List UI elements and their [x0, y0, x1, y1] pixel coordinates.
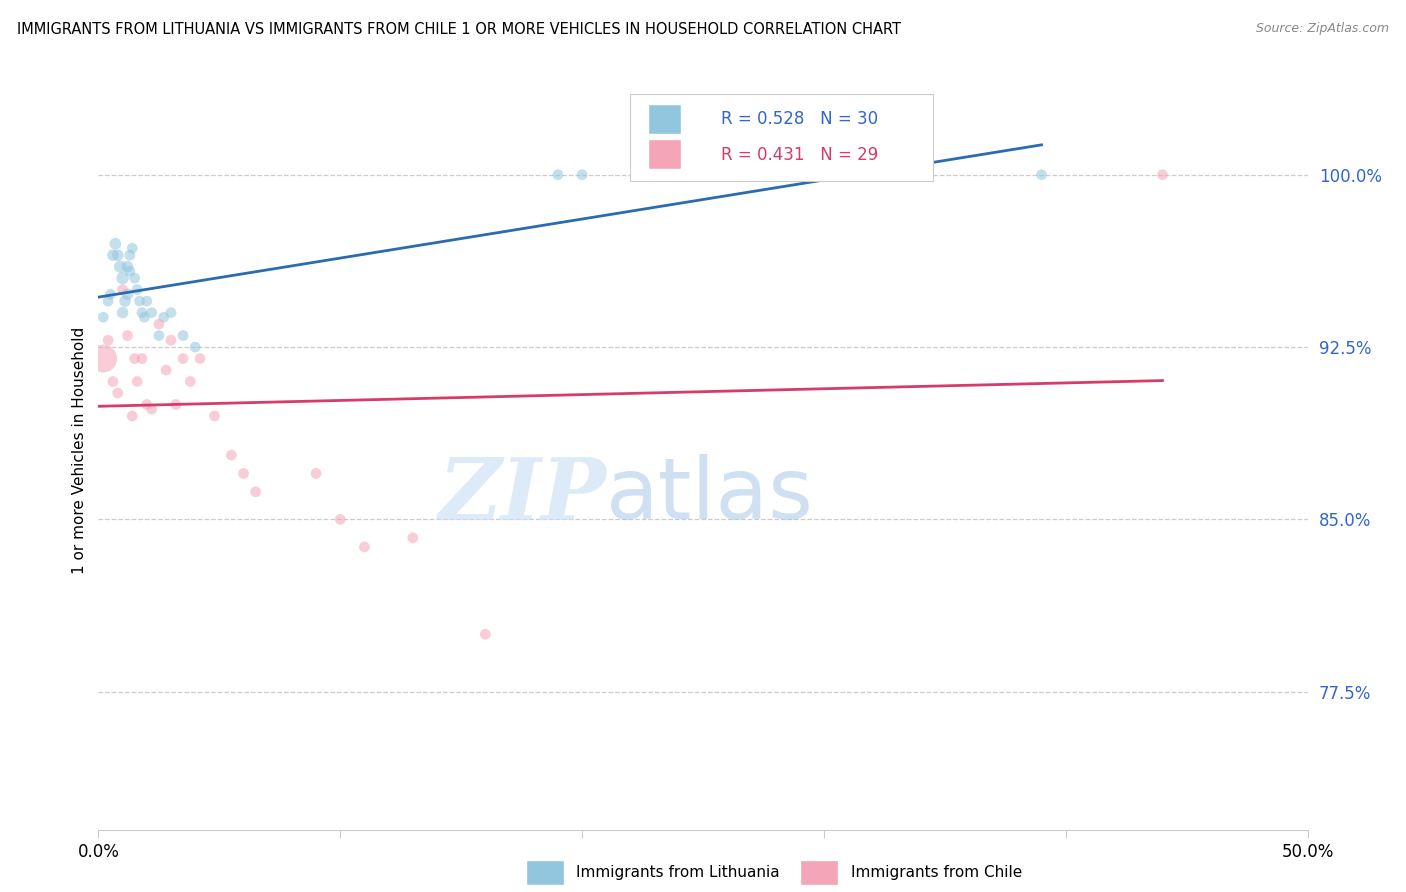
Point	[179, 375, 201, 389]
Text: Source: ZipAtlas.com: Source: ZipAtlas.com	[1256, 22, 1389, 36]
Point	[131, 351, 153, 366]
Point	[104, 236, 127, 251]
Bar	[648, 140, 681, 169]
Point	[117, 328, 139, 343]
Point	[128, 294, 150, 309]
Point	[121, 241, 143, 255]
Point	[91, 310, 114, 325]
Point	[172, 351, 194, 366]
Point	[117, 260, 139, 274]
Point	[124, 351, 146, 366]
Point	[111, 305, 134, 319]
Point	[135, 397, 157, 411]
Point	[232, 467, 254, 481]
Bar	[630, 95, 932, 181]
Point	[160, 305, 183, 319]
Point	[131, 305, 153, 319]
Point	[402, 531, 425, 545]
Point	[148, 328, 170, 343]
Text: Immigrants from Chile: Immigrants from Chile	[851, 865, 1022, 880]
Point	[121, 409, 143, 423]
Point	[152, 310, 174, 325]
Point	[353, 540, 375, 554]
Point	[91, 351, 114, 366]
Point	[100, 287, 122, 301]
Point	[135, 294, 157, 309]
Point	[134, 310, 156, 325]
Point	[141, 402, 163, 417]
Point	[165, 397, 187, 411]
Point	[101, 375, 124, 389]
Point	[245, 484, 267, 499]
Point	[148, 317, 170, 331]
Text: ZIP: ZIP	[439, 454, 606, 538]
Point	[108, 260, 131, 274]
Point	[111, 271, 134, 285]
Point	[221, 448, 243, 462]
Point	[155, 363, 177, 377]
Text: IMMIGRANTS FROM LITHUANIA VS IMMIGRANTS FROM CHILE 1 OR MORE VEHICLES IN HOUSEHO: IMMIGRANTS FROM LITHUANIA VS IMMIGRANTS …	[17, 22, 901, 37]
Point	[1031, 168, 1053, 182]
Bar	[648, 104, 681, 134]
Point	[97, 294, 120, 309]
Point	[184, 340, 207, 354]
Point	[547, 168, 569, 182]
Point	[114, 294, 136, 309]
Point	[474, 627, 496, 641]
Point	[571, 168, 593, 182]
Point	[118, 264, 141, 278]
Point	[188, 351, 211, 366]
Y-axis label: 1 or more Vehicles in Household: 1 or more Vehicles in Household	[72, 326, 87, 574]
Text: R = 0.431   N = 29: R = 0.431 N = 29	[721, 145, 879, 164]
Point	[329, 512, 352, 526]
Point	[127, 375, 149, 389]
Point	[172, 328, 194, 343]
Point	[160, 333, 183, 347]
Point	[101, 248, 124, 262]
Point	[127, 283, 149, 297]
Point	[97, 333, 120, 347]
Point	[107, 248, 129, 262]
Point	[111, 283, 134, 297]
Text: R = 0.528   N = 30: R = 0.528 N = 30	[721, 110, 879, 128]
Point	[305, 467, 328, 481]
Text: atlas: atlas	[606, 454, 814, 538]
Point	[117, 287, 139, 301]
Point	[204, 409, 226, 423]
Point	[124, 271, 146, 285]
Point	[141, 305, 163, 319]
Point	[107, 386, 129, 401]
Text: Immigrants from Lithuania: Immigrants from Lithuania	[576, 865, 780, 880]
Point	[118, 248, 141, 262]
Point	[1152, 168, 1174, 182]
